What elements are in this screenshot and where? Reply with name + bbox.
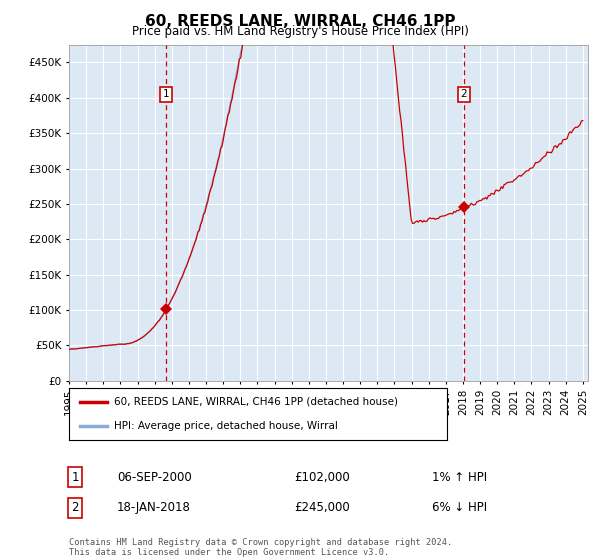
Text: 60, REEDS LANE, WIRRAL, CH46 1PP (detached house): 60, REEDS LANE, WIRRAL, CH46 1PP (detach… [115,397,398,407]
Text: 1: 1 [163,89,169,99]
Text: 60, REEDS LANE, WIRRAL, CH46 1PP: 60, REEDS LANE, WIRRAL, CH46 1PP [145,14,455,29]
Text: £245,000: £245,000 [294,501,350,515]
Text: 6% ↓ HPI: 6% ↓ HPI [432,501,487,515]
Text: 1: 1 [71,470,79,484]
Text: HPI: Average price, detached house, Wirral: HPI: Average price, detached house, Wirr… [115,421,338,431]
Text: Price paid vs. HM Land Registry's House Price Index (HPI): Price paid vs. HM Land Registry's House … [131,25,469,38]
Text: £102,000: £102,000 [294,470,350,484]
Text: 2: 2 [460,89,467,99]
Text: 2: 2 [71,501,79,515]
Text: Contains HM Land Registry data © Crown copyright and database right 2024.
This d: Contains HM Land Registry data © Crown c… [69,538,452,557]
Text: 18-JAN-2018: 18-JAN-2018 [117,501,191,515]
Text: 1% ↑ HPI: 1% ↑ HPI [432,470,487,484]
Text: 06-SEP-2000: 06-SEP-2000 [117,470,192,484]
